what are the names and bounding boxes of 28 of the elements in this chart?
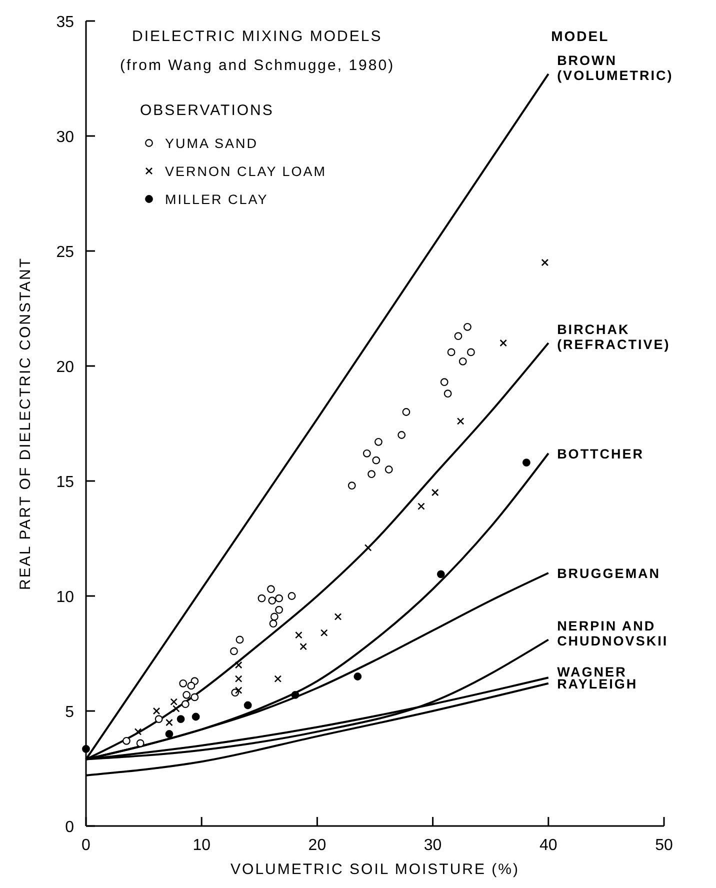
annotation: MODEL (551, 28, 610, 44)
legend-label: MILLER CLAY (165, 192, 268, 207)
series-label: BIRCHAK (REFRACTIVE) (557, 322, 670, 352)
series-label: BROWN (VOLUMETRIC) (557, 52, 674, 83)
legend-label: VERNON CLAY LOAM (165, 164, 327, 179)
y-tick-label: 0 (65, 819, 74, 836)
y-tick-label: 25 (56, 244, 74, 261)
text: (from Wang and Schmugge, 1980) (120, 57, 395, 74)
x-tick-label: 20 (308, 837, 326, 854)
series-label: NERPIN AND CHUDNOVSKII (557, 618, 668, 649)
x-tick-label: 30 (424, 837, 442, 854)
x-axis-title: VOLUMETRIC SOIL MOISTURE (%) (230, 861, 520, 878)
y-tick-label: 5 (65, 704, 74, 721)
x-tick-label: 50 (655, 837, 673, 854)
y-tick-label: 30 (56, 129, 74, 146)
series-label: BOTTCHER (557, 446, 644, 462)
series-label: BRUGGEMAN (557, 566, 661, 581)
x-tick-label: 40 (540, 837, 558, 854)
y-axis-title: REAL PART OF DIELECTRIC CONSTANT (17, 256, 34, 590)
legend-label: YUMA SAND (165, 136, 258, 151)
y-tick-label: 10 (56, 589, 74, 606)
y-tick-label: 15 (56, 474, 74, 491)
x-tick-label: 0 (82, 837, 91, 854)
x-tick-label: 10 (192, 837, 211, 854)
y-tick-label: 20 (56, 359, 74, 376)
text: DIELECTRIC MIXING MODELS (132, 28, 382, 45)
y-tick-label: 35 (56, 14, 74, 31)
legend-title: OBSERVATIONS (140, 102, 274, 119)
